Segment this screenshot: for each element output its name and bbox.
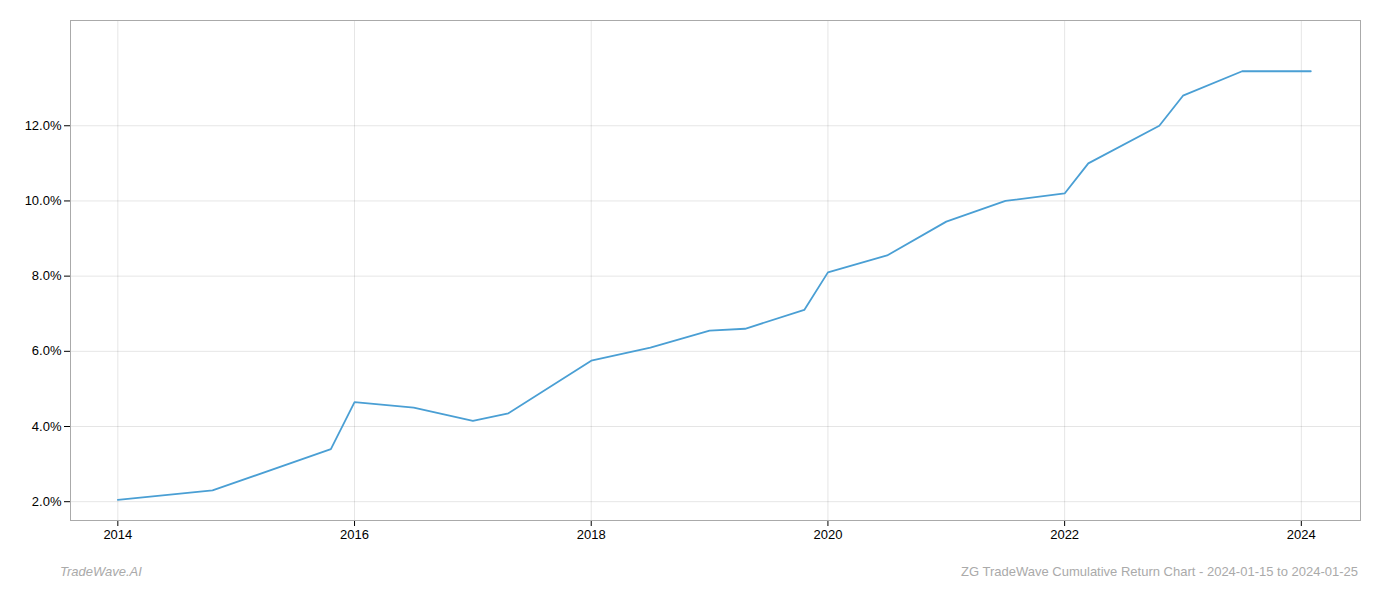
svg-text:2020: 2020 — [813, 527, 842, 542]
svg-text:2024: 2024 — [1287, 527, 1316, 542]
svg-text:2022: 2022 — [1050, 527, 1079, 542]
svg-text:12.0%: 12.0% — [25, 118, 62, 133]
svg-text:6.0%: 6.0% — [32, 343, 62, 358]
svg-text:2016: 2016 — [340, 527, 369, 542]
svg-text:2.0%: 2.0% — [32, 494, 62, 509]
svg-text:8.0%: 8.0% — [32, 268, 62, 283]
svg-text:2014: 2014 — [103, 527, 132, 542]
svg-text:4.0%: 4.0% — [32, 419, 62, 434]
svg-text:2018: 2018 — [577, 527, 606, 542]
html-text:TradeWave.AI: TradeWave.AI — [60, 564, 142, 579]
html-text:ZG TradeWave Cumulative Return: ZG TradeWave Cumulative Return Chart - 2… — [961, 564, 1358, 579]
svg-text:10.0%: 10.0% — [25, 193, 62, 208]
